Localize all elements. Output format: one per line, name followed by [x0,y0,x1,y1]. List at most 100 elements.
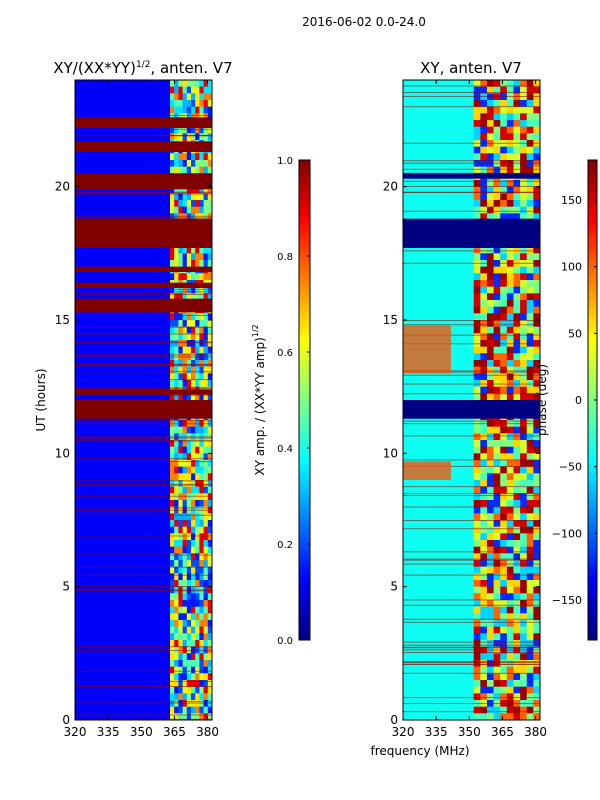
heatmap-cell [473,693,481,701]
heatmap-cell [486,320,494,327]
heatmap-cell [473,426,481,434]
heatmap-cell [506,593,514,601]
x-tick-label: 350 [130,725,153,739]
heatmap-cell [203,93,209,101]
heatmap-cell [203,393,209,401]
heatmap-cell [207,166,212,174]
heatmap-cell [191,653,196,661]
heatmap-streak [403,142,540,144]
heatmap-cell [473,460,481,467]
heatmap-cell [186,593,192,601]
heatmap-cell [520,553,528,561]
heatmap-cell [526,626,534,634]
heatmap-cell [207,93,212,101]
heatmap-cell [486,266,494,274]
heatmap-cell [191,533,196,541]
heatmap-cell [480,266,488,274]
heatmap-cell [500,680,508,687]
heatmap-cell [493,566,501,574]
heatmap-cell [493,306,501,314]
heatmap-cell [533,566,540,574]
heatmap-cell [170,206,175,214]
heatmap-cell [203,253,209,261]
heatmap-cell [480,213,488,221]
heatmap-cell [195,440,200,447]
heatmap-cell [513,526,521,534]
heatmap-cell [486,506,494,514]
heatmap-streak [403,393,540,395]
heatmap-cell [520,566,528,574]
heatmap-cell [182,166,188,174]
heatmap-cell [174,640,179,647]
heatmap-cell [526,686,534,694]
heatmap-cell [480,126,488,134]
heatmap-cell [199,166,204,174]
heatmap-cell [533,506,540,514]
heatmap-cell [203,453,209,461]
heatmap-cell [486,306,494,314]
heatmap-streak [403,160,540,162]
heatmap-cell [195,653,200,661]
heatmap-cell [191,106,196,114]
heatmap-cell [170,566,175,574]
heatmap-cell [191,340,196,347]
heatmap-cell [480,626,488,634]
chart-title-right: XY, anten. V7 [420,59,522,77]
heatmap-streak [403,672,540,674]
heatmap-streak [75,333,212,335]
heatmap-cell [199,200,204,207]
heatmap-cell [486,693,494,701]
heatmap-cell [170,320,175,327]
heatmap-cell [533,453,540,461]
heatmap-cell [186,706,192,714]
heatmap-cell [506,293,514,301]
heatmap-cell [473,373,481,381]
heatmap-cell [195,333,200,341]
heatmap-cell [199,366,204,374]
heatmap-cell [178,133,183,141]
heatmap-cell [526,540,534,547]
heatmap-streak [403,250,540,252]
heatmap-cell [526,120,534,127]
heatmap-cell [191,93,196,101]
heatmap-cell [526,446,534,454]
heatmap-cell [182,566,188,574]
heatmap-cell [178,393,183,401]
heatmap-cell [500,633,508,641]
heatmap-cell [513,513,521,521]
heatmap-cell [182,540,188,547]
heatmap-cell [533,280,540,287]
heatmap-cell [486,620,494,627]
heatmap-cell [506,106,514,114]
heatmap-cell [174,580,179,587]
heatmap-cell [178,693,183,701]
heatmap-cell [203,686,209,694]
heatmap-cell [473,680,481,687]
heatmap-cell [186,153,192,161]
heatmap-cell [473,666,481,674]
heatmap-cell [486,566,494,574]
heatmap-cell [526,680,534,687]
heatmap-cell [203,106,209,114]
heatmap-cell [191,320,196,327]
heatmap-cell [186,426,192,434]
heatmap-cell [526,486,534,494]
heatmap-cell [506,666,514,674]
heatmap-cell [506,360,514,367]
heatmap-cell [486,480,494,487]
heatmap-streak [75,423,212,425]
heatmap-cell [486,113,494,121]
heatmap-cell [203,86,209,94]
heatmap-cell [486,560,494,567]
heatmap-cell [526,113,534,121]
heatmap-cell [182,560,188,567]
heatmap-streak [403,528,540,530]
heatmap-cell [170,480,175,487]
panel-left: XY/(XX*YY)1/2, anten. V7 320 335 350 365 380… [34,59,233,739]
heatmap-cell [520,386,528,394]
heatmap-cell [186,540,192,547]
heatmap-cell [493,606,501,614]
heatmap-cell [186,620,192,627]
heatmap-cell [493,193,501,201]
heatmap-cell [473,286,481,294]
